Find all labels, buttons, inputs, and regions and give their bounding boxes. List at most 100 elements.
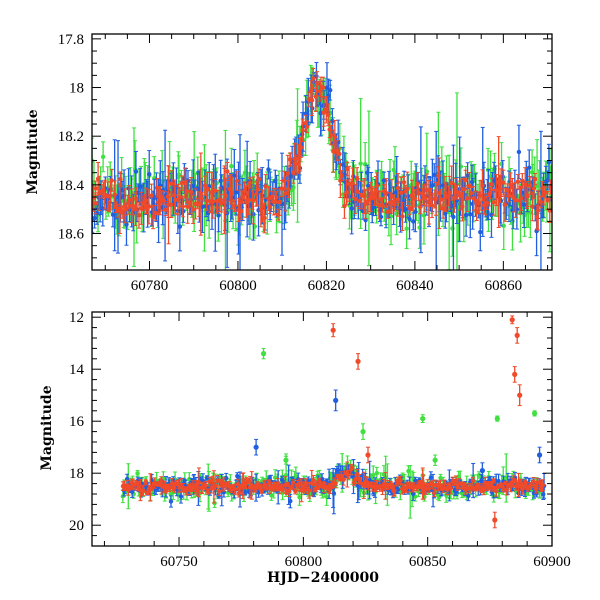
top-data-point	[251, 198, 256, 203]
top-data-point	[460, 204, 465, 209]
bottom-data-points	[120, 315, 547, 529]
top-data-point	[136, 190, 141, 195]
top-data-point	[400, 214, 405, 219]
top-data-point	[304, 124, 310, 130]
top-data-point	[179, 180, 185, 186]
top-data-point	[339, 173, 344, 178]
top-data-point	[154, 185, 160, 191]
top-data-point	[473, 198, 478, 203]
top-data-point	[279, 186, 285, 191]
bottom-data-point	[371, 472, 376, 478]
top-data-point	[392, 202, 397, 207]
top-data-point	[232, 203, 237, 208]
top-data-point	[405, 186, 410, 192]
top-data-point	[258, 207, 264, 213]
top-data-point	[93, 186, 98, 191]
top-data-point	[311, 76, 316, 81]
top-data-point	[468, 190, 474, 196]
top-data-point	[237, 198, 242, 204]
top-data-point	[431, 172, 437, 178]
top-data-point	[274, 195, 279, 200]
top-data-point	[455, 189, 460, 195]
top-data-point	[260, 203, 265, 209]
top-data-point	[449, 180, 454, 186]
top-data-point	[169, 181, 174, 186]
top-data-point	[489, 212, 494, 218]
top-data-point	[345, 166, 350, 172]
top-data-point	[327, 88, 333, 93]
top-data-point	[545, 198, 550, 203]
top-data-point	[484, 200, 490, 206]
top-data-point	[199, 196, 205, 201]
top-data-point	[150, 214, 156, 220]
top-data-point	[468, 212, 473, 217]
top-data-point	[355, 189, 360, 194]
top-data-point	[172, 192, 177, 198]
top-data-point	[130, 203, 136, 209]
top-data-point	[480, 183, 485, 188]
top-data-point	[501, 180, 506, 185]
top-data-point	[242, 188, 247, 193]
top-data-point	[133, 169, 139, 174]
top-data-point	[334, 148, 340, 153]
top-data-point	[300, 128, 305, 133]
top-data-point	[353, 196, 358, 202]
top-data-point	[463, 177, 468, 183]
top-data-point	[501, 223, 506, 229]
top-data-point	[177, 194, 183, 200]
bottom-data-point	[395, 487, 401, 492]
top-data-point	[297, 152, 303, 158]
top-data-point	[433, 196, 439, 201]
top-data-point	[293, 161, 299, 166]
top-data-point	[399, 190, 404, 195]
top-x-tick-label: 60840	[396, 278, 434, 294]
top-data-point	[337, 151, 342, 157]
top-data-point	[429, 203, 435, 208]
top-data-point	[366, 183, 371, 189]
top-data-point	[143, 198, 149, 203]
top-data-point	[234, 178, 240, 184]
top-data-point	[126, 197, 132, 203]
top-data-point	[218, 178, 223, 184]
bottom-data-point	[438, 475, 443, 481]
top-data-point	[92, 215, 97, 221]
top-data-point	[417, 204, 423, 210]
top-data-point	[185, 204, 190, 209]
top-data-point	[247, 180, 253, 186]
top-data-point	[422, 195, 428, 201]
top-data-point	[161, 198, 166, 203]
top-data-point	[424, 169, 430, 174]
top-data-point	[527, 165, 532, 170]
top-data-point	[288, 157, 293, 162]
top-data-point	[538, 199, 544, 205]
top-data-point	[436, 173, 441, 178]
top-data-point	[358, 161, 363, 166]
top-data-point	[188, 190, 194, 195]
top-data-point	[447, 190, 452, 195]
bottom-data-point	[288, 498, 293, 504]
bottom-data-point	[410, 491, 416, 496]
top-data-point	[449, 203, 454, 208]
top-data-point	[506, 193, 511, 198]
top-data-point	[205, 186, 210, 191]
top-data-point	[378, 214, 384, 220]
bottom-data-point	[324, 494, 329, 499]
bottom-data-point	[272, 475, 278, 480]
top-data-point	[374, 183, 380, 189]
top-data-point	[407, 216, 412, 222]
top-axis-ticks: 60780 60800 60820 60840 60860 17.8 18 18.2 18.4 1…	[58, 32, 552, 294]
top-data-point	[440, 183, 446, 188]
bottom-data-point	[168, 499, 174, 504]
top-data-point	[112, 192, 117, 197]
top-data-point	[467, 183, 472, 188]
top-data-point	[389, 194, 394, 199]
top-data-point	[266, 167, 271, 172]
top-data-point	[532, 176, 538, 182]
top-data-point	[210, 199, 216, 204]
top-data-point	[522, 182, 528, 187]
bottom-data-point	[331, 491, 337, 496]
top-data-point	[521, 202, 527, 207]
top-data-point	[373, 188, 379, 193]
top-series-2	[92, 68, 552, 245]
top-y-tick-label: 18	[69, 81, 84, 97]
